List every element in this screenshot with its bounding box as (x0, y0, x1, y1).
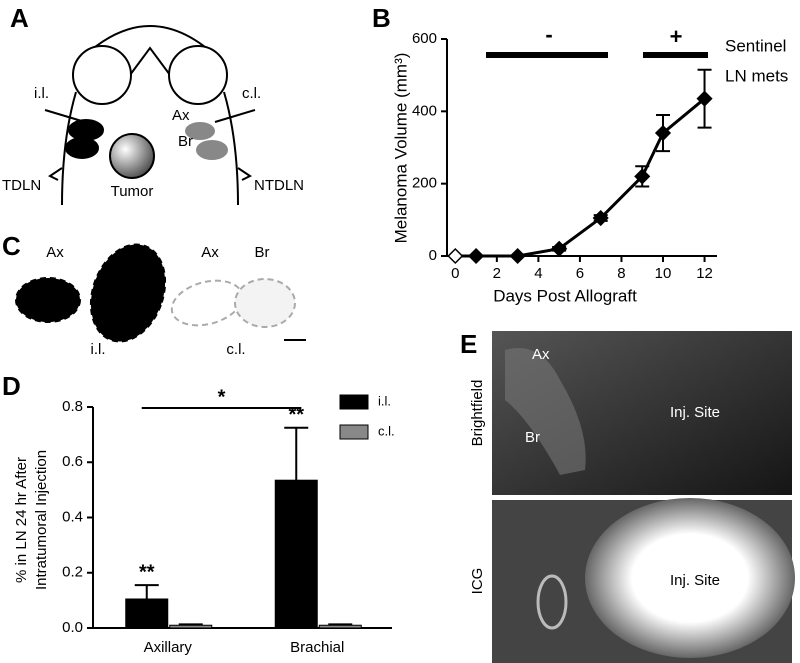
data-point (634, 168, 651, 185)
annotation: * (218, 386, 226, 408)
y-tick-label: 0 (429, 247, 437, 264)
node-image (89, 243, 167, 343)
panel-a (44, 25, 256, 206)
node-glow (536, 574, 568, 630)
lymph-node (185, 122, 215, 140)
label: i.l. (34, 85, 49, 102)
node-image (15, 277, 81, 323)
data-point (696, 90, 713, 107)
x-tick-label: Axillary (144, 639, 193, 656)
label: Ax (532, 346, 550, 363)
neck-outline (129, 46, 171, 76)
label: Inj. Site (670, 572, 720, 589)
data-point (447, 247, 464, 265)
annotation: ** (139, 561, 155, 583)
label: Brightfield (469, 380, 486, 447)
bracket (237, 167, 252, 181)
label: c.l. (226, 341, 245, 358)
body-outline (61, 91, 77, 206)
legend-swatch (339, 394, 369, 410)
series-line (455, 97, 706, 258)
annotation: LN mets (725, 66, 788, 85)
x-tick-label: 6 (576, 265, 584, 282)
annotation: + (670, 24, 683, 49)
y-axis-label: Melanoma Volume (mm³) (391, 53, 410, 244)
bar (169, 624, 213, 629)
bar (125, 598, 169, 629)
lymph-node (65, 137, 99, 159)
data-point (592, 209, 609, 227)
x-tick-label: 10 (655, 265, 672, 282)
annotation: Sentinel (725, 36, 786, 55)
label: c.l. (242, 85, 261, 102)
x-tick-label: 0 (451, 265, 459, 282)
data-point (468, 247, 485, 265)
panel-letter: A (10, 3, 29, 33)
y-tick-label: 0.4 (62, 508, 83, 525)
bar (274, 479, 318, 629)
lymph-node (196, 140, 228, 160)
panel-c (15, 243, 296, 343)
panel-letter: E (460, 329, 477, 359)
x-axis-label: Days Post Allograft (493, 286, 637, 305)
x-tick-label: 12 (696, 265, 713, 282)
label: Inj. Site (670, 404, 720, 421)
legend-label: i.l. (378, 393, 391, 408)
label: Tumor (111, 183, 154, 200)
x-tick-label: 2 (493, 265, 501, 282)
y-axis-label: % in LN 24 hr After (13, 457, 30, 583)
legend-swatch (339, 424, 369, 440)
tissue (505, 348, 586, 475)
y-tick-label: 400 (412, 102, 437, 119)
x-tick-label: 4 (534, 265, 542, 282)
label: Ax (46, 244, 64, 261)
bar (318, 624, 362, 629)
node-outline (234, 278, 296, 328)
body-outline (223, 91, 239, 206)
label: TDLN (2, 177, 41, 194)
label: Br (255, 244, 270, 261)
y-tick-label: 0.0 (62, 619, 83, 636)
label: Br (525, 429, 540, 446)
label: Ax (201, 244, 219, 261)
limb-circle (168, 45, 228, 105)
y-tick-label: 0.8 (62, 398, 83, 415)
tumor (109, 133, 155, 179)
annotation: ** (288, 404, 304, 426)
data-point (509, 247, 526, 265)
y-tick-label: 0.2 (62, 564, 83, 581)
annotation: - (545, 22, 552, 47)
data-point (551, 240, 568, 257)
panel-letter: C (2, 231, 21, 261)
lymph-node (68, 119, 104, 141)
bracket (48, 167, 63, 181)
data-point (654, 124, 672, 142)
x-tick-label: 8 (617, 265, 625, 282)
panel-letter: D (2, 371, 21, 401)
y-axis-label: Intratumoral Injection (33, 450, 50, 590)
label: NTDLN (254, 177, 304, 194)
label: Ax (172, 107, 190, 124)
label: i.l. (91, 341, 106, 358)
y-tick-label: 600 (412, 30, 437, 47)
injection-glow (585, 498, 795, 658)
limb-circle (72, 45, 132, 105)
label: ICG (469, 568, 486, 595)
pointer (214, 109, 256, 123)
panel-letter: B (372, 3, 391, 33)
label: Br (124, 244, 139, 261)
label: Br (178, 133, 193, 150)
y-tick-label: 200 (412, 175, 437, 192)
y-tick-label: 0.6 (62, 453, 83, 470)
x-tick-label: Brachial (290, 639, 344, 656)
legend-label: c.l. (378, 423, 395, 438)
